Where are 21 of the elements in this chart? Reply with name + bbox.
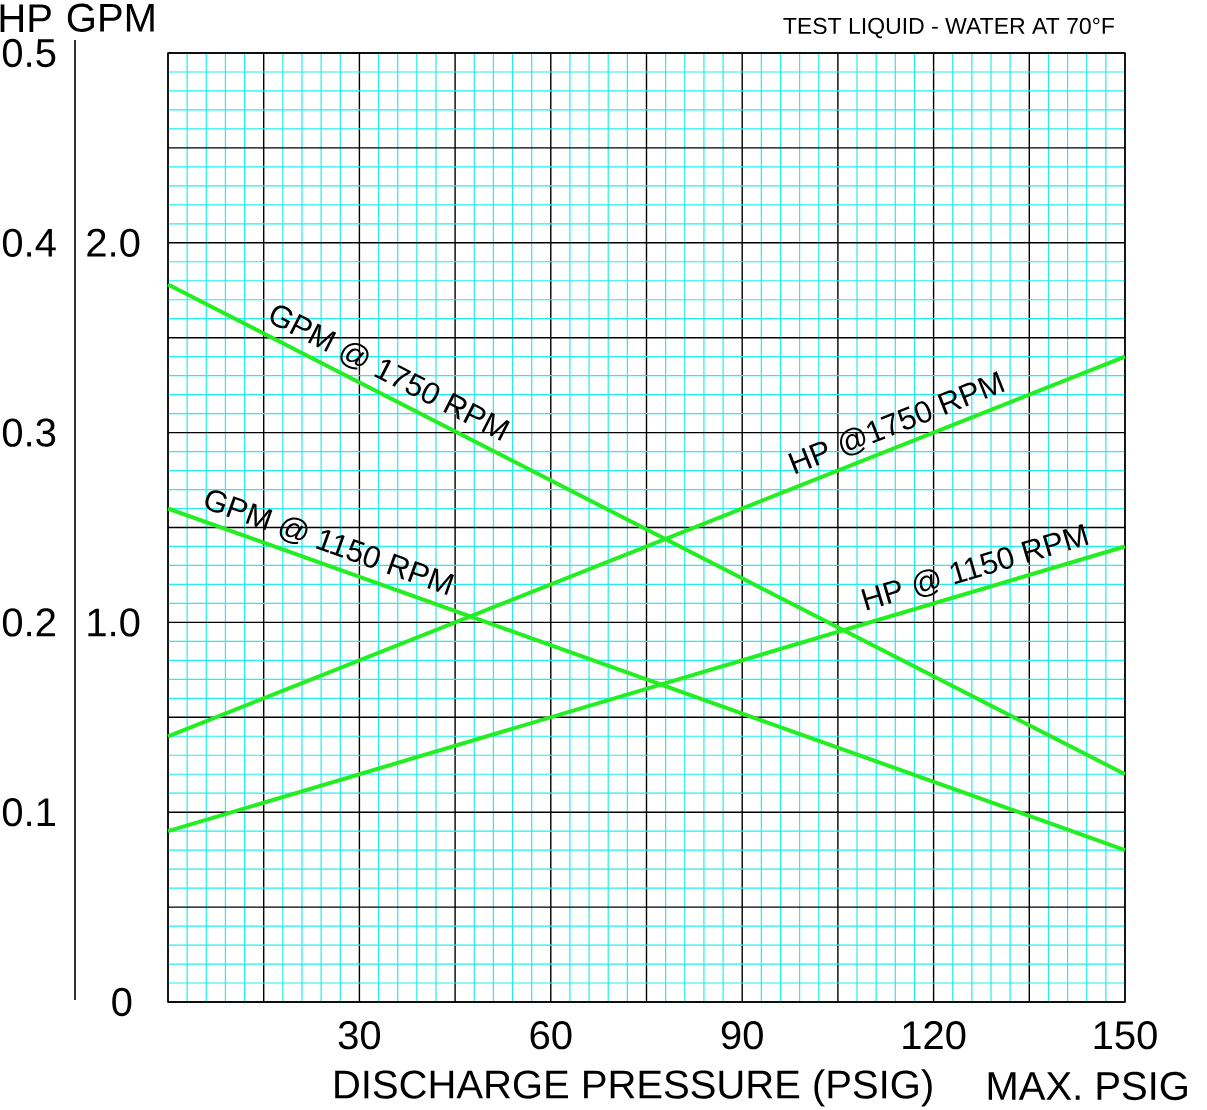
y2-tick-label: 0.2 [2, 608, 55, 637]
y-tick-label: 2.0 [87, 228, 140, 257]
x-axis-title: DISCHARGE PRESSURE (PSIG) [335, 1069, 932, 1107]
y-tick-label: 1.0 [88, 608, 140, 637]
y-tick-label: 0 [112, 987, 132, 1017]
x-tick-label: 120 [903, 1021, 966, 1050]
y-axis-title: GPM [67, 3, 154, 32]
text: GPM @ 1150 RPM [205, 490, 455, 596]
y2-tick-label: 0.1 [2, 798, 55, 827]
text: GPM @ 1750 RPM [270, 305, 510, 441]
text: MAX. PSIG [988, 1071, 1187, 1101]
x-tick-label: 30 [338, 1021, 381, 1050]
y2-tick-label: 0.5 [2, 38, 56, 68]
x-tick-label: 60 [530, 1021, 572, 1050]
x-tick-label: 150 [1094, 1021, 1157, 1050]
y2-tick-label: 0.3 [2, 418, 56, 447]
text: HP @ 1150 RPM [861, 524, 1089, 611]
text: TEST LIQUID - WATER AT 70°F [783, 17, 1114, 39]
x-tick-label: 90 [721, 1021, 763, 1050]
y2-axis-title: HP [0, 4, 51, 32]
y2-tick-label: 0.4 [2, 228, 56, 257]
